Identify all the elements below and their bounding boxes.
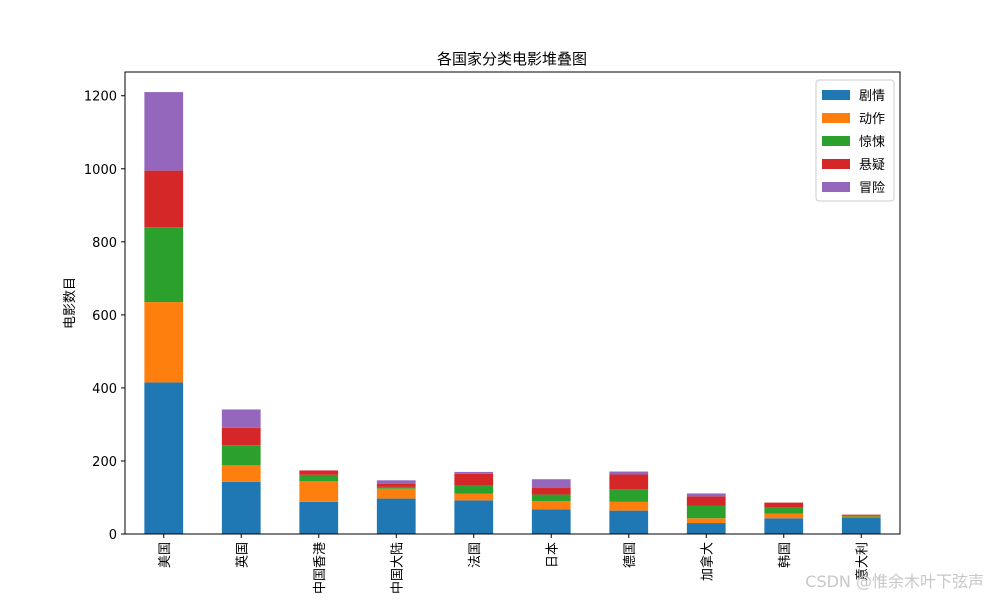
bar-segment-剧情-中国香港	[299, 501, 339, 534]
y-tick-label: 1200	[84, 90, 117, 105]
bar-segment-悬疑-中国大陆	[376, 483, 416, 487]
bar-segment-冒险-日本	[531, 479, 571, 488]
legend-swatch	[822, 90, 850, 100]
legend-box	[815, 79, 895, 202]
chart-title: 各国家分类电影堆叠图	[437, 50, 587, 68]
bar-segment-动作-德国	[609, 501, 649, 511]
bar-segment-悬疑-法国	[454, 473, 494, 486]
bar-segment-惊悚-韩国	[764, 507, 804, 514]
bar-segment-剧情-德国	[609, 510, 649, 534]
bar-segment-动作-意大利	[841, 516, 881, 518]
bar-segment-悬疑-韩国	[764, 502, 804, 508]
bar-segment-惊悚-中国大陆	[376, 486, 416, 489]
bar-segment-剧情-中国大陆	[376, 498, 416, 534]
legend-swatch	[822, 113, 850, 123]
y-tick-label: 800	[92, 236, 117, 251]
y-axis-label: 电影数目	[63, 277, 78, 329]
x-tick-label: 德国	[623, 542, 638, 568]
x-tick-label: 加拿大	[699, 542, 715, 581]
bar-segment-动作-韩国	[764, 513, 804, 519]
bar-segment-惊悚-意大利	[841, 515, 881, 517]
bar-segment-悬疑-中国香港	[299, 470, 339, 475]
bar-segment-动作-法国	[454, 493, 494, 501]
bar-segment-惊悚-美国	[144, 227, 184, 303]
bar-segment-悬疑-德国	[609, 474, 649, 490]
bar-segment-剧情-意大利	[841, 517, 881, 534]
bar-segment-冒险-英国	[221, 409, 261, 428]
legend-label: 冒险	[859, 181, 885, 196]
bar-segment-动作-中国香港	[299, 481, 339, 502]
bar-segment-惊悚-中国香港	[299, 474, 339, 482]
bar-segment-剧情-美国	[144, 382, 184, 534]
bar-segment-悬疑-英国	[221, 427, 261, 446]
x-tick-label: 中国大陆	[389, 542, 405, 594]
bar-segment-剧情-韩国	[764, 518, 804, 534]
plot-frame	[124, 71, 901, 535]
y-tick-label: 0	[109, 528, 117, 543]
bar-segment-剧情-加拿大	[686, 523, 726, 534]
legend-swatch	[822, 182, 850, 192]
bar-segment-冒险-德国	[609, 471, 649, 475]
bar-segment-冒险-法国	[454, 471, 494, 474]
bar-segment-动作-中国大陆	[376, 488, 416, 499]
legend-label: 剧情	[859, 89, 885, 104]
bar-segment-悬疑-意大利	[841, 514, 881, 516]
bar-segment-冒险-加拿大	[686, 493, 726, 497]
bar-segment-悬疑-美国	[144, 170, 184, 228]
bar-segment-惊悚-日本	[531, 494, 571, 502]
watermark: CSDN @惟余木叶下弦声	[805, 572, 984, 591]
legend-swatch	[822, 136, 850, 146]
y-tick-label: 400	[92, 382, 117, 397]
y-tick-label: 1000	[84, 163, 117, 178]
bar-segment-冒险-美国	[144, 92, 184, 171]
legend-label: 动作	[859, 112, 885, 127]
bar-segment-悬疑-加拿大	[686, 496, 726, 506]
y-tick-label: 200	[92, 455, 117, 470]
bar-segment-动作-日本	[531, 501, 571, 510]
x-tick-label: 韩国	[778, 542, 793, 568]
x-tick-label: 美国	[158, 542, 173, 568]
x-tick-label: 意大利	[854, 542, 870, 581]
bar-segment-剧情-日本	[531, 509, 571, 534]
x-tick-label: 法国	[468, 542, 483, 568]
bar-segment-动作-美国	[144, 302, 184, 383]
legend-label: 惊悚	[859, 135, 885, 150]
bar-segment-动作-加拿大	[686, 518, 726, 524]
bar-segment-惊悚-德国	[609, 489, 649, 502]
bar-segment-冒险-中国大陆	[376, 480, 416, 484]
bar-segment-剧情-法国	[454, 500, 494, 534]
x-tick-label: 日本	[545, 542, 560, 568]
legend-label: 悬疑	[859, 157, 885, 173]
bar-segment-惊悚-法国	[454, 485, 494, 494]
bar-segment-剧情-英国	[221, 481, 261, 534]
bar-segment-动作-英国	[221, 465, 261, 482]
bar-segment-悬疑-日本	[531, 487, 571, 495]
y-tick-label: 600	[92, 309, 117, 324]
x-tick-label: 中国香港	[313, 542, 328, 594]
bar-segment-惊悚-加拿大	[686, 505, 726, 519]
legend-swatch	[822, 159, 850, 169]
bar-segment-惊悚-英国	[221, 445, 261, 466]
x-tick-label: 英国	[235, 542, 250, 568]
